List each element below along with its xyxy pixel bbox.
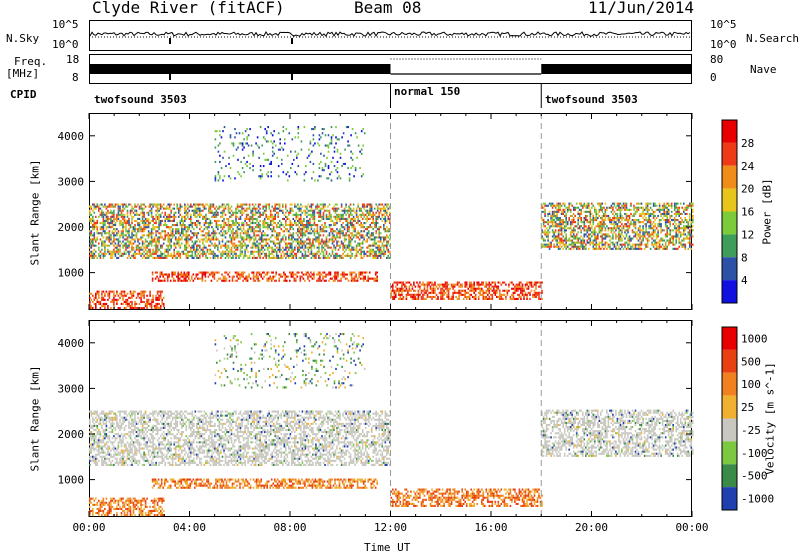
freq-band-1 — [89, 64, 391, 74]
power-colorbar-seg-4 — [722, 211, 737, 235]
velocity-colorbar-seg-1 — [722, 349, 737, 373]
velocity-colorbar-seg-2 — [722, 372, 737, 396]
power-colorbar-seg-0 — [722, 120, 737, 143]
velocity-colorbar-seg-6 — [722, 464, 737, 488]
velocity-ytick-1000: 1000 — [58, 474, 85, 487]
noise-axis-right-top: 10^5 — [710, 18, 737, 31]
velocity-cb-tick-5: -100 — [741, 447, 768, 460]
velocity-cb-tick-1: 500 — [741, 355, 761, 368]
power-colorbar-seg-5 — [722, 234, 737, 258]
noise-axis-left-top: 10^5 — [52, 18, 79, 31]
freq-axis-right-top: 80 — [710, 53, 724, 66]
velocity-colorbar-frame — [721, 326, 738, 511]
power-colorbar-seg-6 — [722, 257, 737, 281]
power-ytick-2000: 2000 — [58, 221, 85, 234]
power-cb-tick-4: 20 — [741, 183, 754, 196]
velocity-cb-tick-0: 1000 — [741, 332, 768, 345]
velocity-ytick-2000: 2000 — [58, 428, 85, 441]
velocity-cb-tick-3: 25 — [741, 401, 754, 414]
cpid-segment-3: twofsound 3503 — [545, 93, 638, 106]
velocity-ytick-3000: 3000 — [58, 382, 85, 395]
power-cb-tick-0: 4 — [741, 274, 748, 287]
velocity-colorbar-seg-4 — [722, 418, 737, 442]
velocity-colorbar-seg-5 — [722, 441, 737, 465]
xlabel: Time UT — [364, 541, 411, 554]
xtick-label-6: 00:00 — [675, 521, 708, 534]
freq-band-3 — [541, 64, 692, 74]
power-colorbar-seg-1 — [722, 142, 737, 166]
power-cb-tick-2: 12 — [741, 228, 754, 241]
power-cb-tick-1: 8 — [741, 251, 748, 264]
xtick-label-0: 00:00 — [72, 521, 105, 534]
power-colorbar-seg-2 — [722, 165, 737, 189]
noise-panel — [89, 20, 692, 51]
power-cb-tick-6: 28 — [741, 137, 754, 150]
velocity-colorbar-seg-0 — [722, 327, 737, 350]
cpid-label: CPID — [10, 88, 37, 101]
cpid-segment-1: twofsound 3503 — [94, 93, 187, 106]
cpid-segment-2: normal 150 — [394, 85, 461, 98]
velocity-colorbar-seg-3 — [722, 395, 737, 419]
beam-title: Beam 08 — [354, 0, 422, 17]
noise-axis-left-bottom: 10^0 — [52, 38, 79, 51]
power-cb-tick-5: 24 — [741, 160, 755, 173]
velocity-colorbar-seg-7 — [722, 487, 737, 510]
xtick-label-5: 20:00 — [575, 521, 608, 534]
power-ytick-3000: 3000 — [58, 175, 85, 188]
velocity-cb-tick-7: -1000 — [741, 493, 774, 506]
freq-axis-left-top: 18 — [66, 53, 80, 66]
nave-label: Nave — [750, 63, 777, 76]
velocity-cb-tick-2: 100 — [741, 378, 761, 391]
velocity-cb-tick-6: -500 — [741, 470, 768, 483]
xtick-label-4: 16:00 — [474, 521, 507, 534]
power-cb-tick-3: 16 — [741, 206, 754, 219]
date-title: 11/Jun/2014 — [588, 0, 694, 17]
xtick-label-1: 04:00 — [173, 521, 206, 534]
power-scatter — [89, 126, 694, 310]
power-colorbar-seg-3 — [722, 188, 737, 212]
xtick-label-3: 12:00 — [374, 521, 407, 534]
velocity-ytick-4000: 4000 — [58, 337, 85, 350]
velocity-scatter — [89, 333, 694, 517]
freq-axis-left-bottom: 8 — [72, 71, 79, 84]
power-colorbar-seg-7 — [722, 280, 737, 303]
velocity-cb-tick-4: -25 — [741, 424, 761, 437]
xtick-label-2: 08:00 — [273, 521, 306, 534]
power-ytick-4000: 4000 — [58, 130, 85, 143]
noise-axis-right-bottom: 10^0 — [710, 38, 737, 51]
nsky-label: N.Sky — [6, 32, 40, 45]
noise-sky-line — [89, 31, 691, 37]
power-ytick-1000: 1000 — [58, 267, 85, 280]
nsearch-label: N.Search — [746, 32, 799, 45]
freq-label: Freq. — [14, 55, 48, 68]
freq-axis-right-bottom: 0 — [710, 71, 717, 84]
freq-unit-label: [MHz] — [6, 67, 40, 80]
power-colorbar-frame — [721, 119, 738, 304]
station-title: Clyde River (fitACF) — [92, 0, 285, 17]
